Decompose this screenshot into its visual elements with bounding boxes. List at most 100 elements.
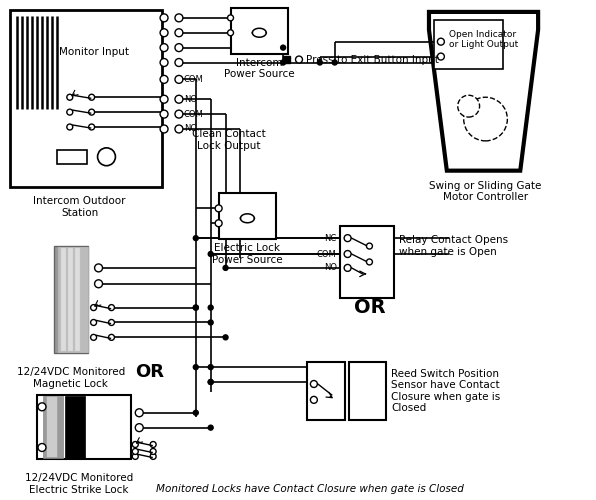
Text: OR: OR [353, 298, 385, 317]
Bar [43, 396, 63, 458]
Circle shape [67, 94, 73, 100]
Bar [54, 246, 88, 353]
Bar [231, 8, 288, 54]
Circle shape [98, 148, 116, 166]
Text: Monitored Locks have Contact Closure when gate is Closed: Monitored Locks have Contact Closure whe… [156, 484, 464, 494]
Circle shape [95, 264, 103, 272]
Circle shape [89, 109, 95, 115]
Circle shape [367, 259, 372, 265]
Circle shape [311, 396, 317, 404]
Text: NO: NO [324, 264, 337, 272]
Bar [74, 248, 80, 351]
Text: NC: NC [184, 124, 196, 134]
Circle shape [281, 60, 285, 65]
Circle shape [208, 305, 213, 310]
Circle shape [132, 454, 138, 460]
Text: COM: COM [317, 250, 337, 258]
Text: OR: OR [135, 363, 164, 381]
Circle shape [344, 250, 351, 258]
Circle shape [38, 444, 46, 452]
Circle shape [458, 96, 480, 117]
Text: Swing or Sliding Gate
Motor Controller: Swing or Sliding Gate Motor Controller [429, 180, 542, 202]
Circle shape [215, 220, 222, 226]
Circle shape [175, 58, 183, 66]
Circle shape [193, 410, 198, 415]
Circle shape [89, 94, 95, 100]
Bar [349, 362, 386, 420]
Circle shape [228, 15, 234, 21]
Text: Open Indicator
or Light Output: Open Indicator or Light Output [449, 30, 518, 50]
Bar [340, 226, 394, 298]
Bar [307, 362, 344, 420]
Polygon shape [429, 12, 538, 170]
Circle shape [367, 243, 372, 249]
Text: Intercom
Power Source: Intercom Power Source [224, 58, 294, 79]
Circle shape [135, 424, 143, 432]
Circle shape [108, 320, 114, 326]
Circle shape [175, 14, 183, 22]
Circle shape [464, 97, 507, 141]
Bar [68, 248, 73, 351]
Circle shape [175, 110, 183, 118]
Circle shape [160, 110, 168, 118]
Circle shape [344, 264, 351, 272]
Circle shape [175, 44, 183, 52]
Circle shape [223, 266, 228, 270]
Circle shape [175, 125, 183, 133]
Bar [283, 56, 290, 62]
Circle shape [150, 442, 156, 448]
Bar [65, 396, 85, 458]
Bar [58, 247, 88, 352]
Circle shape [135, 409, 143, 416]
Circle shape [160, 125, 168, 133]
Text: Relay Contact Opens
when gate is Open: Relay Contact Opens when gate is Open [399, 236, 508, 257]
Text: 12/24VDC Monitored
Electric Strike Lock: 12/24VDC Monitored Electric Strike Lock [24, 474, 133, 495]
Bar [37, 395, 131, 460]
Circle shape [208, 380, 213, 384]
Text: Reed Switch Position
Sensor have Contact
Closure when gate is
Closed: Reed Switch Position Sensor have Contact… [391, 368, 501, 414]
Circle shape [193, 305, 198, 310]
Circle shape [215, 205, 222, 212]
Circle shape [160, 76, 168, 84]
Circle shape [311, 380, 317, 388]
Bar [47, 397, 57, 458]
Circle shape [150, 448, 156, 454]
Text: NO: NO [184, 94, 197, 104]
Circle shape [175, 29, 183, 36]
Circle shape [67, 109, 73, 115]
Circle shape [160, 14, 168, 22]
Circle shape [91, 320, 97, 326]
Text: NC: NC [324, 234, 337, 242]
Circle shape [150, 454, 156, 460]
Circle shape [38, 403, 46, 411]
Circle shape [108, 334, 114, 340]
Circle shape [160, 44, 168, 52]
Circle shape [332, 60, 337, 65]
Circle shape [208, 380, 213, 384]
Text: Clean Contact
Lock Output: Clean Contact Lock Output [192, 129, 265, 150]
Circle shape [108, 304, 114, 310]
Circle shape [296, 56, 302, 63]
Text: Electric Lock
Power Source: Electric Lock Power Source [212, 243, 283, 264]
Text: Press to Exit Button Input: Press to Exit Button Input [306, 54, 439, 64]
Circle shape [132, 442, 138, 448]
Circle shape [208, 364, 213, 370]
Bar [57, 150, 86, 164]
Circle shape [317, 60, 322, 65]
Circle shape [160, 96, 168, 103]
Text: 12/24VDC Monitored
Magnetic Lock: 12/24VDC Monitored Magnetic Lock [17, 367, 125, 388]
Circle shape [95, 280, 103, 287]
Circle shape [91, 304, 97, 310]
Text: Monitor Input: Monitor Input [58, 46, 129, 56]
Circle shape [437, 53, 445, 60]
Circle shape [193, 305, 198, 310]
Circle shape [160, 58, 168, 66]
Circle shape [208, 252, 213, 256]
Circle shape [132, 448, 138, 454]
Circle shape [228, 30, 234, 36]
Circle shape [89, 124, 95, 130]
Text: Intercom Outdoor
Station: Intercom Outdoor Station [33, 196, 126, 218]
Circle shape [208, 320, 213, 325]
Circle shape [193, 364, 198, 370]
Circle shape [281, 45, 285, 50]
